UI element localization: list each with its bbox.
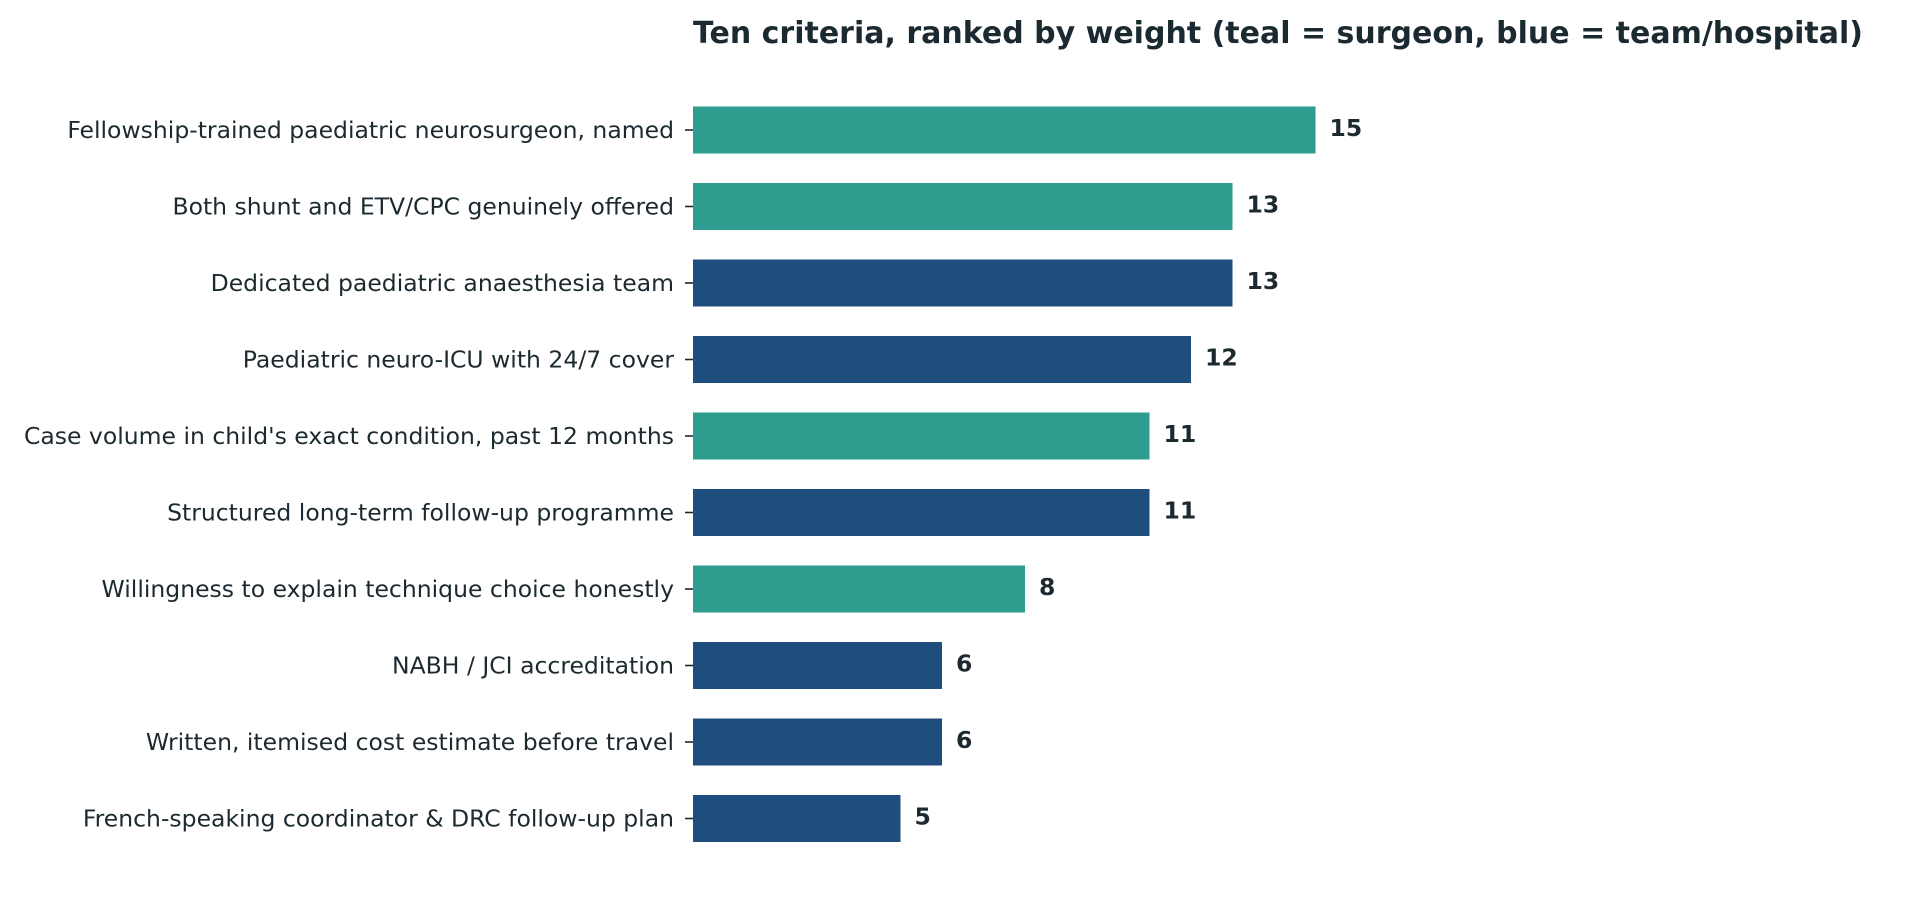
bar bbox=[693, 795, 901, 842]
value-label: 11 bbox=[1164, 497, 1197, 525]
category-label: Fellowship-trained paediatric neurosurge… bbox=[67, 116, 674, 144]
category-label: French-speaking coordinator & DRC follow… bbox=[83, 805, 674, 833]
bar bbox=[693, 412, 1150, 460]
category-label: Structured long-term follow-up programme bbox=[167, 499, 674, 527]
bar bbox=[693, 106, 1316, 154]
value-label: 6 bbox=[956, 726, 972, 754]
value-label: 5 bbox=[915, 803, 931, 831]
category-label: Paediatric neuro-ICU with 24/7 cover bbox=[243, 346, 675, 374]
bar bbox=[693, 259, 1233, 307]
category-label: NABH / JCI accreditation bbox=[392, 652, 674, 680]
category-labels-group: Fellowship-trained paediatric neurosurge… bbox=[24, 116, 693, 833]
category-label: Written, itemised cost estimate before t… bbox=[146, 728, 674, 756]
chart-title: Ten criteria, ranked by weight (teal = s… bbox=[693, 16, 1863, 51]
value-labels-group: 15 13 13 12 11 11 8 6 6 5 bbox=[915, 114, 1363, 831]
bar bbox=[693, 489, 1150, 536]
value-label: 6 bbox=[956, 650, 972, 678]
bar bbox=[693, 183, 1233, 230]
bar bbox=[693, 336, 1191, 383]
value-label: 13 bbox=[1247, 267, 1280, 295]
value-label: 12 bbox=[1205, 344, 1238, 372]
bars-group bbox=[693, 106, 1316, 842]
category-label: Dedicated paediatric anaesthesia team bbox=[211, 269, 674, 297]
value-label: 13 bbox=[1247, 191, 1280, 219]
bar bbox=[693, 565, 1025, 613]
category-label: Both shunt and ETV/CPC genuinely offered bbox=[172, 193, 674, 221]
value-label: 11 bbox=[1164, 420, 1197, 448]
value-label: 15 bbox=[1330, 114, 1363, 142]
category-label: Case volume in child's exact condition, … bbox=[24, 422, 674, 450]
bar bbox=[693, 642, 942, 689]
value-label: 8 bbox=[1039, 573, 1055, 601]
category-label: Willingness to explain technique choice … bbox=[102, 575, 675, 603]
bar bbox=[693, 718, 942, 766]
